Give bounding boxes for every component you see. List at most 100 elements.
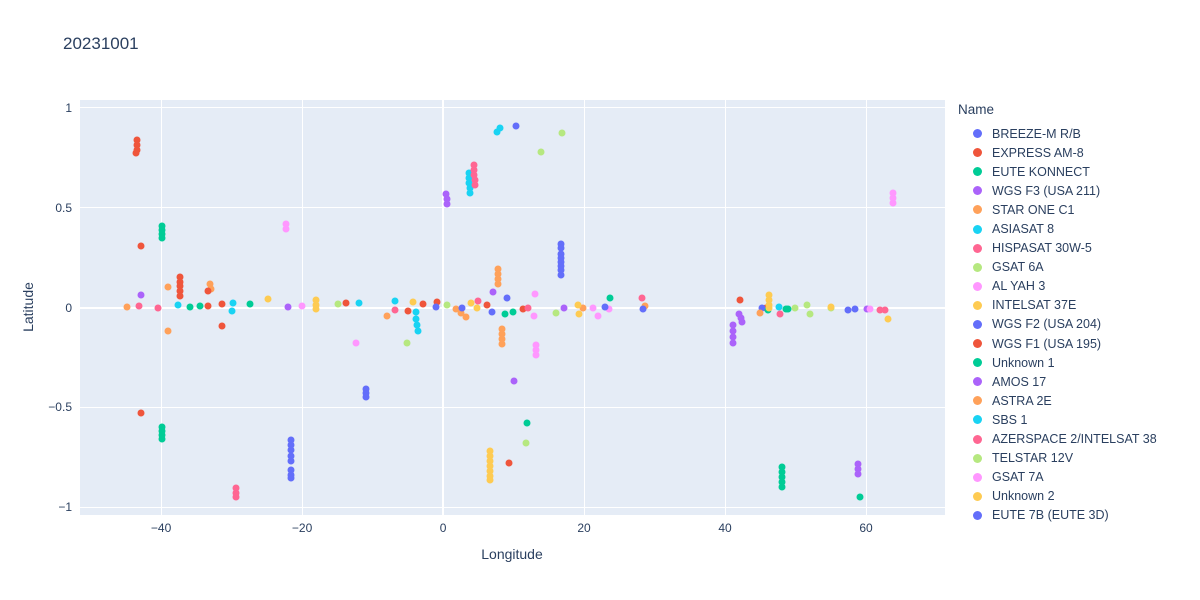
chart-title: 20231001 bbox=[63, 34, 139, 53]
legend-item-label: WGS F1 (USA 195) bbox=[992, 336, 1102, 351]
plot-area[interactable] bbox=[80, 100, 945, 515]
scatter-point bbox=[884, 315, 892, 323]
scatter-point bbox=[412, 315, 420, 323]
scatter-point bbox=[471, 181, 479, 189]
scatter-point bbox=[866, 305, 874, 313]
legend-item[interactable]: STAR ONE C1 bbox=[952, 200, 1192, 219]
y-tick-label: 0.5 bbox=[55, 200, 72, 215]
legend-item[interactable]: WGS F3 (USA 211) bbox=[952, 181, 1192, 200]
legend-item[interactable]: AL YAH 3 bbox=[952, 277, 1192, 296]
legend-marker-icon bbox=[973, 377, 982, 387]
legend-item[interactable]: ASIASAT 8 bbox=[952, 219, 1192, 238]
legend-item[interactable]: EUTE 7B (EUTE 3D) bbox=[952, 506, 1192, 525]
scatter-point bbox=[486, 476, 494, 484]
legend-item[interactable]: WGS F1 (USA 195) bbox=[952, 334, 1192, 353]
legend-item[interactable]: SBS 1 bbox=[952, 410, 1192, 429]
scatter-point bbox=[778, 468, 786, 476]
legend-marker-icon bbox=[973, 129, 982, 139]
scatter-point bbox=[735, 310, 743, 318]
legend-item[interactable]: ASTRA 2E bbox=[952, 391, 1192, 410]
scatter-point bbox=[889, 189, 897, 197]
legend: Name BREEZE-M R/B EXPRESS AM-8 EUTE KONNEC… bbox=[952, 102, 1192, 525]
scatter-point bbox=[229, 299, 237, 306]
y-grid-line bbox=[80, 207, 945, 209]
scatter-point bbox=[765, 296, 773, 304]
legend-item-label: HISPASAT 30W-5 bbox=[992, 241, 1092, 256]
scatter-point bbox=[557, 244, 565, 252]
scatter-point bbox=[287, 441, 295, 449]
legend-marker-icon bbox=[973, 262, 982, 272]
scatter-point bbox=[601, 303, 609, 310]
legend-item[interactable]: EUTE KONNECT bbox=[952, 162, 1192, 181]
scatter-point bbox=[457, 309, 465, 317]
scatter-point bbox=[729, 327, 737, 335]
scatter-point bbox=[470, 171, 478, 179]
scatter-point bbox=[228, 307, 236, 315]
scatter-point bbox=[465, 179, 473, 187]
legend-marker-icon bbox=[973, 148, 982, 158]
legend-item[interactable]: AZERSPACE 2/INTELSAT 38 bbox=[952, 430, 1192, 449]
legend-marker-icon bbox=[973, 339, 982, 349]
scatter-point bbox=[287, 457, 295, 465]
legend-marker-icon bbox=[973, 434, 982, 444]
scatter-point bbox=[432, 303, 440, 310]
legend-item[interactable]: GSAT 6A bbox=[952, 258, 1192, 277]
scatter-point bbox=[132, 149, 140, 157]
legend-item[interactable]: TELSTAR 12V bbox=[952, 449, 1192, 468]
scatter-point bbox=[186, 303, 194, 310]
scatter-point bbox=[489, 288, 497, 296]
legend-item[interactable]: Unknown 1 bbox=[952, 353, 1192, 372]
legend-item[interactable]: Unknown 2 bbox=[952, 487, 1192, 506]
scatter-point bbox=[419, 300, 427, 307]
scatter-point bbox=[218, 300, 226, 307]
scatter-point bbox=[246, 300, 254, 307]
legend-item[interactable]: WGS F2 (USA 204) bbox=[952, 315, 1192, 334]
scatter-point bbox=[876, 306, 884, 314]
scatter-point bbox=[334, 300, 342, 307]
scatter-point bbox=[196, 302, 204, 309]
scatter-point bbox=[778, 473, 786, 481]
x-tick-label: −40 bbox=[150, 521, 172, 535]
scatter-point bbox=[232, 489, 240, 497]
scatter-point bbox=[498, 330, 506, 338]
legend-item[interactable]: AMOS 17 bbox=[952, 372, 1192, 391]
scatter-point bbox=[488, 308, 496, 316]
legend-marker-icon bbox=[973, 243, 982, 253]
y-grid-line bbox=[80, 107, 945, 109]
scatter-point bbox=[557, 254, 565, 262]
legend-item[interactable]: EXPRESS AM-8 bbox=[952, 143, 1192, 162]
legend-marker-icon bbox=[973, 453, 982, 463]
scatter-point bbox=[404, 307, 412, 315]
legend-item-label: ASIASAT 8 bbox=[992, 222, 1055, 237]
scatter-point bbox=[133, 136, 141, 144]
scatter-point bbox=[778, 463, 786, 471]
scatter-point bbox=[494, 275, 502, 283]
legend-item[interactable]: BREEZE-M R/B bbox=[952, 124, 1192, 143]
scatter-point bbox=[158, 423, 166, 431]
legend-item[interactable]: INTELSAT 37E bbox=[952, 296, 1192, 315]
scatter-point bbox=[775, 303, 783, 310]
scatter-point bbox=[466, 189, 474, 197]
legend-item[interactable]: HISPASAT 30W-5 bbox=[952, 239, 1192, 258]
scatter-point bbox=[736, 296, 744, 304]
scatter-point bbox=[524, 304, 532, 311]
scatter-point bbox=[606, 294, 614, 302]
scatter-point bbox=[501, 310, 509, 318]
legend-marker-icon bbox=[973, 510, 982, 520]
scatter-point bbox=[486, 457, 494, 465]
scatter-point bbox=[557, 266, 565, 274]
scatter-point bbox=[264, 295, 272, 303]
scatter-point bbox=[158, 431, 166, 439]
x-tick-label: 60 bbox=[859, 521, 873, 535]
x-tick-label: 0 bbox=[439, 521, 447, 535]
scatter-point bbox=[362, 385, 370, 393]
scatter-point bbox=[137, 409, 145, 417]
scatter-point bbox=[470, 166, 478, 174]
legend-item[interactable]: GSAT 7A bbox=[952, 468, 1192, 487]
scatter-point bbox=[765, 291, 773, 299]
scatter-point bbox=[474, 297, 482, 305]
scatter-point bbox=[467, 299, 475, 306]
scatter-point bbox=[158, 226, 166, 234]
scatter-point bbox=[854, 460, 862, 468]
scatter-point bbox=[135, 302, 143, 309]
